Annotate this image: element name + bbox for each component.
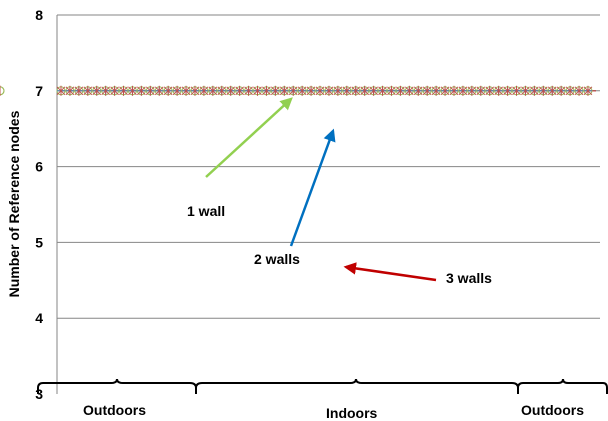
marker-circle	[0, 86, 5, 96]
data-point-three_walls	[556, 85, 566, 96]
data-point-one_wall	[0, 86, 5, 96]
data-point-three_walls	[217, 85, 227, 96]
data-point-three_walls	[279, 85, 289, 96]
y-tick-label: 5	[35, 234, 43, 250]
data-point-three_walls	[369, 85, 378, 96]
gridlines	[57, 14, 600, 319]
brace-indoors	[195, 378, 519, 394]
data-point-three_walls	[306, 85, 316, 96]
annotation-1-wall: 1 wall	[187, 203, 225, 219]
data-point-three_walls	[565, 85, 575, 96]
data-point-three_walls	[297, 85, 307, 96]
data-point-three_walls	[324, 85, 334, 96]
data-point-three_walls	[253, 85, 262, 96]
data-point-three_walls	[83, 85, 93, 96]
data-point-three_walls	[449, 85, 459, 96]
data-point-three_walls	[137, 85, 146, 96]
data-point-three_walls	[387, 85, 396, 96]
data-point-three_walls	[458, 85, 468, 96]
data-point-three_walls	[574, 85, 584, 96]
data-point-three_walls	[512, 85, 521, 96]
data-point-three_walls	[521, 85, 530, 96]
data-point-three_walls	[503, 85, 512, 96]
data-point-three_walls	[101, 85, 111, 96]
y-tick-label: 7	[35, 83, 43, 99]
data-point-three_walls	[172, 85, 182, 96]
data-point-three_walls	[476, 85, 486, 96]
data-point-three_walls	[530, 85, 539, 96]
data-point-three_walls	[485, 85, 495, 96]
region-label-indoors: Indoors	[326, 405, 378, 421]
data-point-three_walls	[226, 85, 236, 96]
data-point-three_walls	[199, 85, 209, 96]
data-point-three_walls	[110, 85, 119, 96]
data-point-three_walls	[538, 85, 548, 96]
y-tick-label: 4	[35, 310, 43, 326]
data-point-three_walls	[163, 85, 173, 96]
data-point-three_walls	[413, 85, 423, 96]
data-point-three_walls	[74, 85, 84, 96]
region-label-outdoors-left: Outdoors	[83, 402, 146, 418]
data-point-three_walls	[351, 85, 361, 96]
data-point-three_walls	[360, 85, 370, 96]
data-point-three_walls	[128, 85, 137, 96]
data-point-three_walls	[181, 85, 191, 96]
data-point-three_walls	[431, 85, 441, 96]
data-point-three_walls	[235, 85, 244, 96]
annotation-arrow-3-walls	[343, 262, 437, 282]
annotation-3-walls: 3 walls	[446, 270, 492, 286]
annotation-arrow-2-walls	[289, 128, 336, 247]
data-point-three_walls	[422, 85, 432, 96]
y-tick-label: 8	[35, 7, 43, 23]
data-point-three_walls	[190, 85, 200, 96]
annotation-arrow-1-wall	[205, 97, 293, 178]
region-label-outdoors-right: Outdoors	[521, 402, 584, 418]
data-point-three_walls	[404, 85, 414, 96]
data-point-three_walls	[583, 85, 593, 96]
data-point-three_walls	[92, 85, 102, 96]
data-point-three_walls	[342, 85, 352, 96]
annotation-2-walls: 2 walls	[254, 251, 300, 267]
data-point-three_walls	[262, 85, 271, 96]
brace-outdoors-left	[37, 378, 197, 394]
marker-layer	[0, 85, 593, 96]
data-point-three_walls	[547, 85, 557, 96]
data-point-three_walls	[56, 85, 66, 96]
data-point-three_walls	[288, 85, 298, 96]
y-tick-label: 6	[35, 159, 43, 175]
data-point-three_walls	[440, 85, 450, 96]
y-tick-labels: 3 4 5 6 7 8	[35, 7, 43, 402]
data-point-three_walls	[467, 85, 477, 96]
data-point-three_walls	[271, 85, 280, 96]
data-point-three_walls	[119, 85, 128, 96]
data-point-three_walls	[154, 85, 164, 96]
data-point-three_walls	[145, 85, 155, 96]
brace-outdoors-right	[517, 378, 608, 394]
data-point-three_walls	[494, 85, 503, 96]
data-point-three_walls	[315, 85, 325, 96]
y-axis-title: Number of Reference nodes	[6, 110, 22, 297]
y-tick-label: 3	[35, 386, 43, 402]
data-point-three_walls	[333, 85, 343, 96]
data-point-three_walls	[65, 85, 75, 96]
data-point-three_walls	[208, 85, 218, 96]
data-point-three_walls	[244, 85, 253, 96]
data-point-three_walls	[396, 85, 405, 96]
data-point-three_walls	[378, 85, 387, 96]
